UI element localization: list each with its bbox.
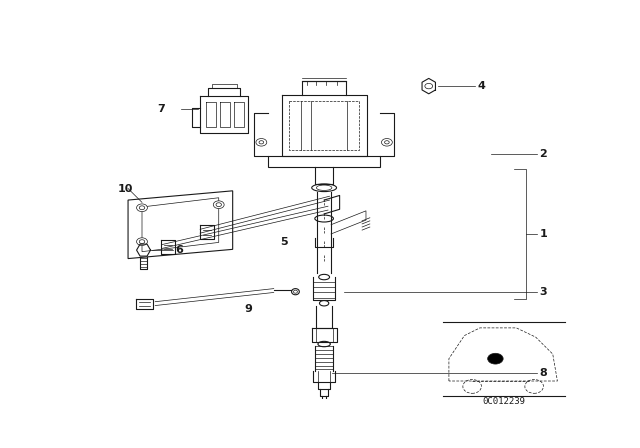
- Circle shape: [381, 138, 392, 146]
- Text: 10: 10: [117, 184, 132, 194]
- Ellipse shape: [525, 379, 543, 393]
- Ellipse shape: [318, 341, 330, 347]
- Ellipse shape: [463, 379, 481, 393]
- Text: 4: 4: [477, 81, 486, 91]
- Ellipse shape: [319, 274, 330, 280]
- Text: 5: 5: [280, 237, 287, 247]
- Ellipse shape: [315, 215, 333, 222]
- Text: 6: 6: [175, 245, 183, 255]
- Ellipse shape: [294, 290, 298, 293]
- Text: 1: 1: [540, 229, 547, 239]
- Text: 9: 9: [244, 304, 252, 314]
- Ellipse shape: [213, 201, 224, 208]
- Ellipse shape: [140, 206, 145, 210]
- Circle shape: [385, 141, 389, 144]
- Circle shape: [488, 353, 503, 364]
- Text: 3: 3: [540, 288, 547, 297]
- Ellipse shape: [316, 185, 332, 190]
- Text: 2: 2: [540, 149, 547, 159]
- Polygon shape: [128, 191, 233, 258]
- Polygon shape: [268, 156, 380, 167]
- Circle shape: [425, 83, 433, 89]
- Polygon shape: [142, 198, 219, 252]
- Ellipse shape: [136, 204, 147, 211]
- Text: 8: 8: [540, 368, 547, 378]
- Circle shape: [259, 141, 264, 144]
- Ellipse shape: [216, 203, 221, 207]
- Ellipse shape: [292, 289, 300, 295]
- Circle shape: [256, 138, 267, 146]
- Ellipse shape: [140, 240, 145, 244]
- Text: 0C012239: 0C012239: [483, 397, 525, 406]
- Ellipse shape: [136, 238, 147, 246]
- Ellipse shape: [312, 184, 337, 192]
- Ellipse shape: [319, 301, 329, 306]
- Text: 7: 7: [157, 104, 165, 114]
